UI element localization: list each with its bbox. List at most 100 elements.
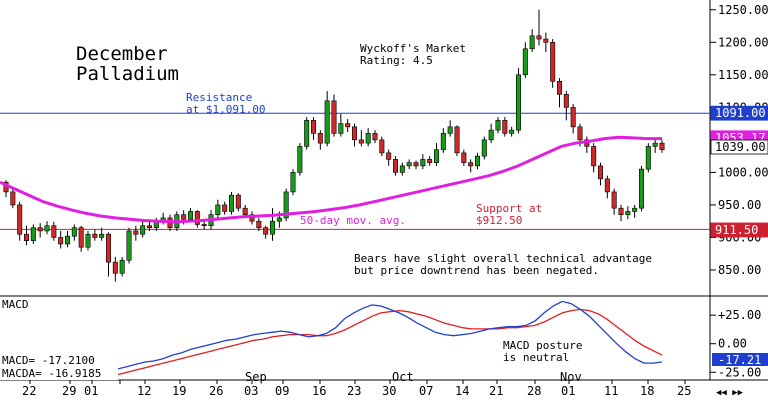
candle-body (181, 214, 187, 220)
x-tick-label: 01 (84, 384, 98, 398)
candle-body (215, 204, 221, 215)
candle-body (659, 142, 665, 150)
candle-body (78, 227, 84, 248)
month-label: Oct (392, 370, 414, 384)
y-tick-label: 950.00 (718, 198, 761, 212)
candle-body (427, 159, 433, 163)
candle-body (85, 233, 91, 248)
candle-body (37, 227, 43, 232)
x-axis: 22 29 01 12 19 26 03 09 16 23 30 07 14 21 28 01 11 18 25 Se… (22, 370, 744, 398)
x-tick-label: 18 (640, 384, 654, 398)
candle-body (358, 139, 364, 144)
price-label-text: 1039.00 (715, 140, 766, 154)
candle-body (454, 126, 460, 154)
x-tick-label: 09 (275, 384, 289, 398)
x-tick-label: 30 (382, 384, 396, 398)
candle-body (58, 237, 64, 245)
candle-body (17, 204, 23, 235)
candle-body (112, 261, 118, 274)
candle-body (611, 191, 617, 209)
candle-body (365, 133, 371, 144)
candle-body (297, 146, 303, 173)
y-tick-label: 1150.00 (718, 68, 768, 82)
price-label-text: 911.50 (715, 223, 758, 237)
x-tick-label: 22 (22, 384, 36, 398)
candle-body (577, 126, 583, 141)
price-label-box (710, 139, 768, 155)
commentary-line-1: Bears have slight overall technical adva… (354, 252, 652, 265)
candle-body (495, 120, 501, 131)
candle-body (290, 172, 296, 193)
candle-body (242, 207, 248, 215)
candle-body (468, 162, 474, 167)
candle-body (147, 225, 153, 228)
candle-body (263, 227, 269, 235)
candle-body (543, 38, 549, 43)
macd-value-label: -17.21 (712, 353, 768, 367)
candle-body (509, 129, 515, 134)
candle-body (30, 227, 36, 242)
x-tick-label: 23 (347, 384, 361, 398)
candle-body (461, 152, 467, 163)
macd-tick-label: -25.00 (718, 365, 761, 379)
candle-body (372, 133, 378, 141)
candle-body (502, 120, 508, 134)
x-tick-label: 07 (419, 384, 433, 398)
candle-body (406, 162, 412, 167)
y-tick-label: 1200.00 (718, 35, 768, 49)
candle-body (71, 227, 77, 237)
x-tick-label: 29 (62, 384, 76, 398)
macd-readout-line-1: MACD= -17.2100 (2, 354, 95, 367)
candle-body (440, 133, 446, 150)
candle-body (51, 225, 57, 238)
macd-note-line-1: MACD posture (503, 339, 582, 352)
y-tick-label: 1000.00 (718, 165, 768, 179)
candle-body (488, 129, 494, 141)
candle-body (522, 48, 528, 76)
candle-body (229, 194, 235, 212)
macd-readout-background (0, 352, 118, 380)
candle-body (638, 168, 644, 209)
macd-axis-ticks: +25.00 0.00 -25.00 (710, 308, 761, 379)
candle-body (550, 41, 556, 82)
candle-body (379, 139, 385, 154)
x-tick-label: 01 (561, 384, 575, 398)
candle-body (345, 123, 351, 128)
candle-body (515, 74, 521, 131)
moving-average-label: 50-day mov. avg. (300, 214, 406, 227)
rating-text-line-2: Rating: 4.5 (360, 54, 433, 67)
candle-body (331, 100, 337, 134)
macd-value-text: -17.21 (718, 353, 761, 367)
candle-body (556, 81, 562, 95)
x-tick-label: 21 (489, 384, 503, 398)
candle-body (194, 211, 200, 225)
candle-body (420, 159, 426, 167)
y-tick-label: 1250.00 (718, 3, 768, 17)
price-label-box (710, 222, 768, 238)
candle-body (99, 233, 105, 238)
candle-body (106, 233, 112, 263)
candle-body (447, 126, 453, 134)
candle-body (632, 207, 638, 212)
candle-body (276, 217, 282, 222)
candle-body (399, 165, 405, 173)
candle-body (119, 259, 125, 274)
candle-body (133, 230, 139, 235)
candle-body (645, 146, 651, 170)
macd-note-line-2: is neutral (503, 351, 569, 364)
candle-body (256, 220, 262, 228)
y-tick-label: 850.00 (718, 263, 761, 277)
x-tick-label: 14 (455, 384, 469, 398)
moving-average-line (0, 135, 662, 224)
candle-body (563, 94, 569, 108)
candle-body (481, 139, 487, 157)
candle-body (222, 204, 228, 212)
candle-body (591, 146, 597, 167)
month-label: Sep (245, 370, 267, 384)
macda-line (117, 308, 663, 376)
candle-body (65, 235, 71, 245)
candlestick-series (3, 9, 665, 282)
x-tick-label: 28 (527, 384, 541, 398)
